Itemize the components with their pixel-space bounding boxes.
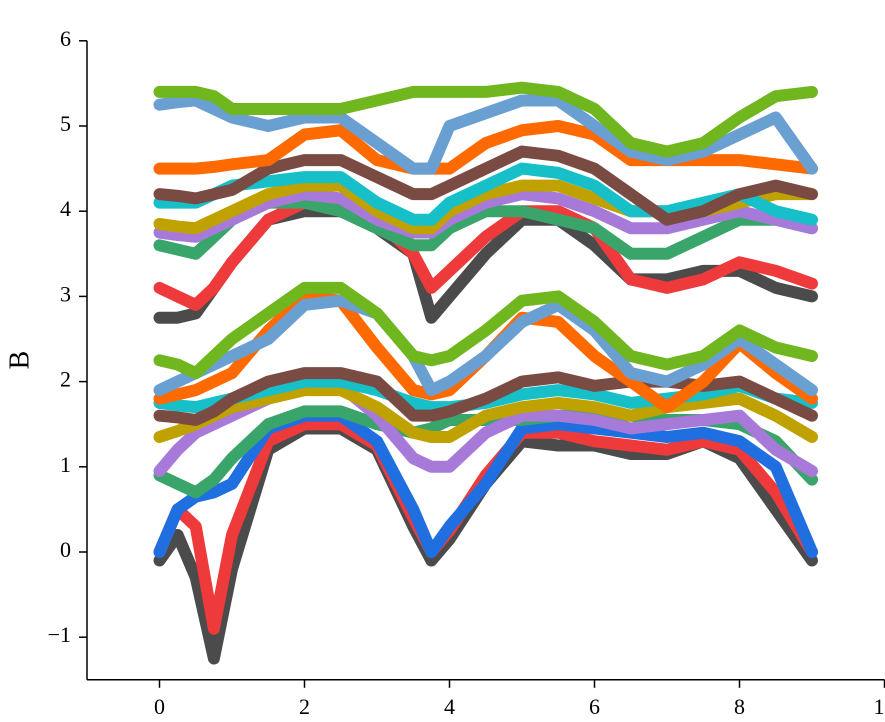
series-line	[153, 81, 818, 158]
series-line	[153, 409, 818, 558]
curves	[153, 81, 818, 665]
y-axis-label: B	[4, 351, 35, 370]
x-tick-label: 8	[734, 694, 745, 719]
y-tick-label: 1	[60, 452, 71, 477]
y-tick-label: 0	[60, 537, 71, 562]
y-tick-label: 4	[60, 196, 71, 221]
y-tick-label: 6	[60, 26, 71, 51]
y-tick-label: 2	[60, 367, 71, 392]
series-line	[153, 145, 818, 226]
series-line	[153, 294, 818, 397]
x-tick-label: 4	[444, 694, 455, 719]
series-line	[153, 196, 818, 311]
x-tick-label: 6	[589, 694, 600, 719]
x-tick-label: 2	[299, 694, 310, 719]
x-tick-label: 0	[154, 694, 165, 719]
series-line	[153, 367, 818, 426]
y-tick-label: −1	[48, 622, 71, 647]
series-line	[153, 281, 818, 380]
y-tick-label: 3	[60, 281, 71, 306]
axes: −1 0 1 2 3 4 5 6 0 2 4 6 8 10	[48, 26, 885, 719]
series-line	[153, 379, 818, 478]
x-tick-label: 10	[874, 694, 885, 719]
y-tick-label: 5	[60, 111, 71, 136]
series-line	[153, 94, 818, 175]
